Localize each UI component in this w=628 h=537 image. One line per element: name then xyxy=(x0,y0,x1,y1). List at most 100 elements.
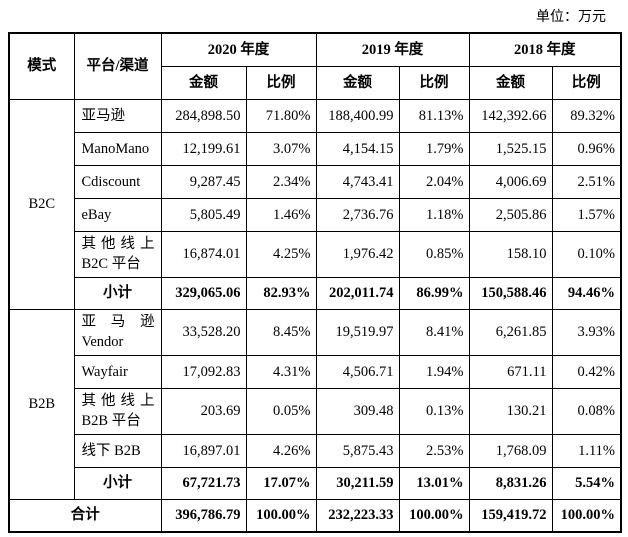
amount-cell: 16,897.01 xyxy=(160,433,247,468)
amount-cell: 4,506.71 xyxy=(315,354,400,389)
amount-cell: 4,006.69 xyxy=(468,164,553,199)
platform-cell: ManoMano xyxy=(73,131,162,166)
header-amount: 金额 xyxy=(468,65,553,100)
header-year-2020: 2020 年度 xyxy=(160,32,317,67)
table-row: B2B 亚马逊 Vendor 33,528.20 8.45% 19,519.97 8.41%… xyxy=(8,308,622,500)
amount-cell: 158.10 xyxy=(468,230,553,278)
amount-cell: 12,199.61 xyxy=(160,131,247,166)
ratio-cell: 1.18% xyxy=(398,197,470,232)
amount-cell: 142,392.66 xyxy=(468,98,553,133)
amount-cell: 1,768.09 xyxy=(468,433,553,468)
ratio-cell: 0.85% xyxy=(398,230,470,278)
header-ratio: 比例 xyxy=(398,65,470,100)
ratio-cell: 3.07% xyxy=(245,131,317,166)
table-row: 其他线上 B2C 平台 16,874.01 4.25% 1,976.42 0.85% 158… xyxy=(9,230,622,278)
amount-cell: 9,287.45 xyxy=(160,164,247,199)
platform-cell: 亚马逊 Vendor xyxy=(73,308,162,356)
platform-label: 其他线上 xyxy=(81,236,155,252)
platform-label: 其他线上 xyxy=(81,393,155,409)
amount-cell: 232,223.33 xyxy=(315,498,400,533)
ratio-cell: 2.04% xyxy=(398,164,470,199)
amount-cell: 202,011.74 xyxy=(315,276,400,310)
amount-cell: 203.69 xyxy=(160,387,247,435)
ratio-cell: 2.51% xyxy=(551,164,622,199)
amount-cell: 2,505.86 xyxy=(468,197,553,232)
header-row-metrics: 金额 比例 金额 比例 金额 比例 xyxy=(9,65,622,100)
amount-cell: 309.48 xyxy=(315,387,400,435)
ratio-cell: 5.54% xyxy=(551,466,622,500)
revenue-by-channel-table: 模式 平台/渠道 2020 年度 2019 年度 2018 年度 金额 比例 金… xyxy=(8,32,622,533)
header-ratio: 比例 xyxy=(245,65,317,100)
platform-label: 亚马逊 xyxy=(81,107,126,124)
header-amount: 金额 xyxy=(160,65,247,100)
amount-cell: 4,154.15 xyxy=(315,131,400,166)
table-row: 线下 B2B 16,897.01 4.26% 5,875.43 2.53% 1,768.0… xyxy=(9,433,622,468)
ratio-cell: 86.99% xyxy=(398,276,470,310)
platform-label: ManoMano xyxy=(81,140,150,157)
subtotal-row: 小计 67,721.73 17.07% 30,211.59 13.01% 8,831.26… xyxy=(9,466,622,500)
total-row: 合计 396,786.79 100.00% 232,223.33 100.00% 159,… xyxy=(8,498,622,533)
ratio-cell: 17.07% xyxy=(245,466,317,500)
platform-cell: 其他线上 B2B 平台 xyxy=(73,387,162,435)
amount-cell: 396,786.79 xyxy=(160,498,247,533)
ratio-cell: 0.96% xyxy=(551,131,622,166)
ratio-cell: 8.41% xyxy=(398,308,470,356)
unit-note: 单位：万元 xyxy=(536,10,606,25)
ratio-cell: 2.34% xyxy=(245,164,317,199)
amount-cell: 5,805.49 xyxy=(160,197,247,232)
ratio-cell: 1.46% xyxy=(245,197,317,232)
platform-cell: 其他线上 B2C 平台 xyxy=(73,230,162,278)
platform-cell: 亚马逊 xyxy=(73,98,162,133)
ratio-cell: 89.32% xyxy=(551,98,622,133)
platform-label: 线下 B2B xyxy=(81,442,141,459)
table-row: ManoMano 12,199.61 3.07% 4,154.15 1.79% 1,525… xyxy=(9,131,622,166)
amount-cell: 19,519.97 xyxy=(315,308,400,356)
amount-cell: 159,419.72 xyxy=(468,498,553,533)
amount-cell: 130.21 xyxy=(468,387,553,435)
ratio-cell: 100.00% xyxy=(245,498,317,533)
ratio-cell: 100.00% xyxy=(398,498,470,533)
amount-cell: 284,898.50 xyxy=(160,98,247,133)
platform-label: Vendor xyxy=(81,334,124,350)
ratio-cell: 81.13% xyxy=(398,98,470,133)
ratio-cell: 1.94% xyxy=(398,354,470,389)
mode-cell: B2B xyxy=(8,308,75,500)
amount-cell: 6,261.85 xyxy=(468,308,553,356)
subtotal-label: 小计 xyxy=(73,276,162,310)
header-platform: 平台/渠道 xyxy=(73,32,162,100)
amount-cell: 2,736.76 xyxy=(315,197,400,232)
amount-cell: 30,211.59 xyxy=(315,466,400,500)
platform-cell: 线下 B2B xyxy=(73,433,162,468)
ratio-cell: 13.01% xyxy=(398,466,470,500)
platform-label: Wayfair xyxy=(81,363,128,380)
header-row-years: 模式 平台/渠道 2020 年度 2019 年度 2018 年度 xyxy=(8,32,622,100)
ratio-cell: 1.11% xyxy=(551,433,622,468)
amount-cell: 5,875.43 xyxy=(315,433,400,468)
platform-label: 亚马逊 xyxy=(81,314,155,330)
amount-cell: 16,874.01 xyxy=(160,230,247,278)
ratio-cell: 82.93% xyxy=(245,276,317,310)
amount-cell: 671.11 xyxy=(468,354,553,389)
amount-cell: 4,743.41 xyxy=(315,164,400,199)
amount-cell: 8,831.26 xyxy=(468,466,553,500)
platform-cell: Cdiscount xyxy=(73,164,162,199)
ratio-cell: 0.08% xyxy=(551,387,622,435)
mode-cell: B2C xyxy=(8,98,75,310)
amount-cell: 33,528.20 xyxy=(160,308,247,356)
ratio-cell: 100.00% xyxy=(551,498,622,533)
header-ratio: 比例 xyxy=(551,65,622,100)
ratio-cell: 0.10% xyxy=(551,230,622,278)
total-label: 合计 xyxy=(8,498,162,533)
ratio-cell: 0.42% xyxy=(551,354,622,389)
header-amount: 金额 xyxy=(315,65,400,100)
table-row: Wayfair 17,092.83 4.31% 4,506.71 1.94% 671.11… xyxy=(9,354,622,389)
header-year-2018: 2018 年度 xyxy=(468,32,622,67)
ratio-cell: 94.46% xyxy=(551,276,622,310)
ratio-cell: 4.31% xyxy=(245,354,317,389)
header-mode: 模式 xyxy=(8,32,75,100)
ratio-cell: 1.57% xyxy=(551,197,622,232)
table-row: Cdiscount 9,287.45 2.34% 4,743.41 2.04% 4,006… xyxy=(9,164,622,199)
amount-cell: 329,065.06 xyxy=(160,276,247,310)
platform-label: B2C 平台 xyxy=(81,256,141,272)
subtotal-label: 小计 xyxy=(73,466,162,500)
